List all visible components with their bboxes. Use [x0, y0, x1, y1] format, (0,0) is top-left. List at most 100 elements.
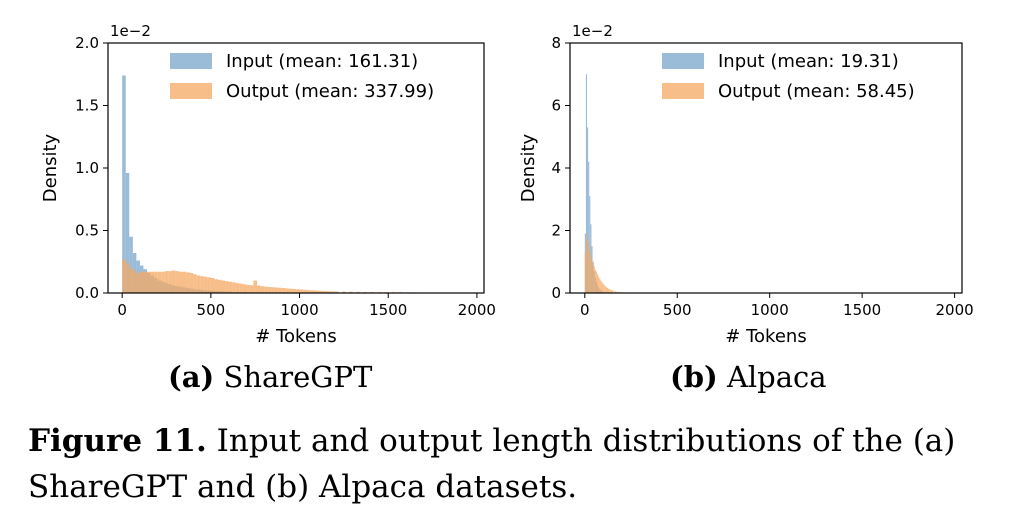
- histogram-bar: [616, 291, 619, 293]
- histogram-bar: [136, 273, 140, 293]
- y-scale-offset: 1e−2: [110, 22, 151, 40]
- legend: Input (mean: 161.31) Output (mean: 337.99…: [170, 51, 434, 102]
- histogram-bar: [604, 286, 606, 294]
- y-axis-label: Density: [40, 133, 61, 202]
- histogram-bar: [175, 271, 179, 294]
- y-tick-label: 4: [551, 159, 561, 177]
- histogram-bar: [232, 282, 236, 294]
- x-tick-label: 1500: [843, 301, 881, 319]
- histogram-bar: [154, 271, 158, 293]
- histogram-bar: [594, 269, 596, 293]
- histogram-bar: [589, 250, 591, 293]
- histogram-bar: [611, 290, 613, 293]
- histogram-bar: [292, 289, 296, 293]
- histogram-bar: [186, 272, 190, 294]
- histogram-bar: [313, 290, 318, 293]
- histogram-bar: [588, 244, 590, 293]
- histogram-bar: [303, 289, 307, 293]
- histogram-bar: [320, 291, 325, 293]
- y-tick-label: 0.5: [75, 222, 99, 240]
- histogram-bar: [200, 276, 204, 294]
- histogram-bar: [217, 279, 222, 294]
- histogram-bar: [157, 271, 162, 293]
- y-scale-offset: 1e−2: [572, 22, 613, 40]
- histogram-bar: [147, 271, 151, 293]
- y-tick-label: 2: [551, 222, 561, 240]
- histogram-bar: [182, 271, 187, 293]
- histogram-bar: [143, 271, 148, 293]
- histogram-bar: [161, 271, 165, 293]
- histogram-bar: [214, 279, 218, 293]
- histogram-bar: [288, 288, 293, 293]
- histogram-bar: [274, 287, 279, 293]
- legend-swatch: [170, 53, 212, 69]
- histogram-bar: [171, 270, 176, 293]
- histogram-bar: [253, 280, 257, 293]
- subcaption-text: ShareGPT: [223, 360, 373, 394]
- histogram-panel-sharegpt: 0 500 1000 1500 2000 0.0 0.5 1.0 1.5 2.0 1e−2 # Tok…: [40, 22, 496, 347]
- histogram-bar: [203, 276, 208, 293]
- histogram-bar: [271, 287, 275, 293]
- histogram-bar: [591, 260, 593, 293]
- histogram-bar: [584, 252, 586, 294]
- histogram-bar: [178, 271, 183, 293]
- histogram-bar: [281, 288, 286, 293]
- x-axis-label: # Tokens: [725, 326, 806, 347]
- histogram-bar: [306, 290, 311, 293]
- histogram-bar: [249, 285, 254, 293]
- histogram-bar: [614, 291, 616, 294]
- subcaption-alpaca: (b) Alpaca: [670, 360, 827, 394]
- y-tick-label: 6: [551, 97, 561, 115]
- histogram-bar: [122, 259, 126, 293]
- histogram-bar: [122, 75, 126, 293]
- x-tick-label: 2000: [936, 301, 974, 319]
- histogram-bar: [242, 284, 247, 293]
- histogram-bar: [164, 271, 169, 294]
- legend-entry: Input (mean: 161.31): [226, 51, 418, 72]
- subcaption-label: (a): [168, 360, 215, 394]
- histogram-bar: [349, 291, 353, 293]
- histogram-bar: [285, 288, 289, 294]
- histogram-bar: [310, 290, 314, 293]
- subcaption-text: Alpaca: [726, 360, 827, 394]
- histogram-bar: [593, 266, 595, 293]
- series-output: [584, 233, 640, 294]
- histogram-bar: [324, 291, 328, 294]
- figure-caption-label: Figure 11.: [28, 423, 207, 459]
- histogram-bar: [598, 276, 600, 293]
- legend: Input (mean: 19.31) Output (mean: 58.45): [662, 51, 915, 102]
- histogram-bar: [221, 280, 226, 293]
- figure-caption: Figure 11. Input and output length distr…: [28, 418, 998, 510]
- histogram-bar: [139, 271, 144, 293]
- x-axis-label: # Tokens: [255, 326, 336, 347]
- histogram-bar: [602, 283, 604, 294]
- histogram-bar: [342, 291, 346, 294]
- y-tick-label: 0.0: [75, 284, 99, 302]
- histogram-bar: [331, 291, 336, 294]
- histogram-bar: [589, 196, 591, 294]
- histogram-bar: [264, 286, 268, 293]
- y-tick-label: 1.5: [75, 97, 99, 115]
- histogram-bar: [601, 282, 603, 293]
- x-tick-label: 1500: [369, 301, 407, 319]
- histogram-bar: [193, 274, 197, 293]
- y-axis-label: Density: [518, 133, 539, 202]
- histogram-bar: [587, 127, 589, 294]
- histogram-bar: [228, 281, 233, 293]
- legend-entry: Input (mean: 19.31): [718, 51, 899, 72]
- histogram-bar: [278, 287, 282, 293]
- histogram-bar: [267, 287, 272, 293]
- histogram-bar: [235, 283, 240, 293]
- histogram-bar: [125, 263, 130, 293]
- histogram-bar: [150, 271, 155, 293]
- legend-swatch: [170, 83, 212, 99]
- histogram-bar: [612, 290, 614, 293]
- histogram-bar: [610, 289, 612, 294]
- x-tick-label: 500: [197, 301, 226, 319]
- legend-swatch: [662, 53, 704, 69]
- histogram-bar: [585, 74, 588, 293]
- histogram-bar: [225, 281, 229, 294]
- histogram-bar: [296, 289, 300, 293]
- series-input: [122, 75, 339, 294]
- histogram-bar: [189, 273, 194, 293]
